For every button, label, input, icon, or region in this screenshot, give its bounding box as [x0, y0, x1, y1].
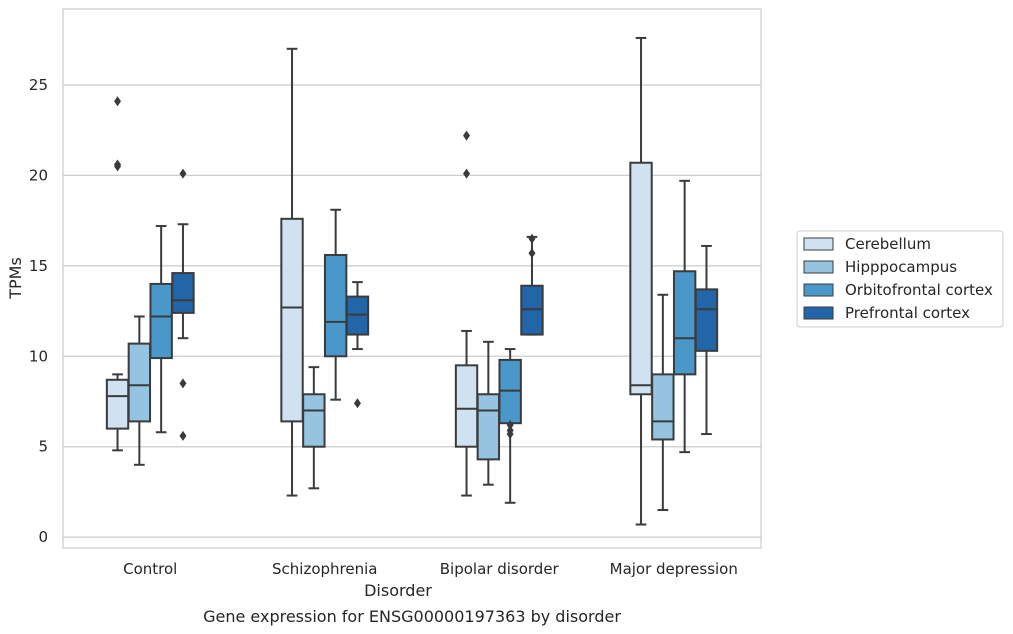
- outlier-marker: [506, 425, 514, 436]
- box-body: [672, 270, 697, 376]
- box-hipppocampus: [302, 366, 326, 490]
- box-body: [127, 342, 152, 423]
- legend-frame: [796, 230, 1004, 328]
- x-tick-label: Control: [123, 560, 177, 578]
- box-orbitofrontal-cortex: [323, 208, 348, 401]
- box-groups: [105, 36, 719, 526]
- y-axis-label: TPMs: [6, 257, 25, 300]
- legend: Cerebellum Hipppocampus Orbitofrontal cort…: [796, 230, 1004, 328]
- box-body: [476, 393, 501, 461]
- legend-entry: Cerebellum: [845, 235, 931, 253]
- plot-frame: [62, 8, 762, 549]
- outlier-marker: [463, 130, 471, 141]
- grid-lines: [63, 84, 761, 538]
- box-prefrontal-cortex: [345, 281, 370, 409]
- box-body: [149, 282, 173, 360]
- x-tick-labels: Control Schizophrenia Bipolar disorder Majo…: [123, 560, 738, 578]
- box-orbitofrontal-cortex: [498, 348, 522, 504]
- box-body: [323, 253, 348, 358]
- y-tick-label: 25: [29, 76, 48, 94]
- outlier-marker: [179, 430, 187, 441]
- box-prefrontal-cortex: [520, 233, 544, 336]
- outlier-marker: [353, 398, 361, 409]
- legend-swatch: [803, 306, 834, 320]
- x-tick-label: Major depression: [610, 560, 738, 578]
- box-body: [454, 364, 479, 448]
- box-body: [651, 373, 675, 441]
- box-body: [302, 393, 326, 448]
- box-cerebellum: [105, 96, 130, 452]
- y-tick-label: 5: [38, 438, 48, 456]
- box-body: [171, 272, 195, 314]
- x-tick-label: Schizophrenia: [272, 560, 377, 578]
- outlier-marker: [179, 168, 187, 179]
- legend-swatch: [803, 237, 834, 251]
- y-tick-label: 20: [29, 166, 48, 184]
- box-cerebellum: [454, 130, 479, 497]
- outlier-marker: [463, 168, 471, 179]
- box-cerebellum: [280, 47, 304, 497]
- figure-caption: Gene expression for ENSG00000197363 by d…: [203, 607, 621, 626]
- legend-swatch: [803, 283, 834, 297]
- plot-area: [63, 9, 761, 548]
- y-tick-labels: 0 5 10 15 20 25: [29, 76, 48, 546]
- y-tick-label: 0: [38, 528, 48, 546]
- box-cerebellum: [629, 36, 653, 526]
- outlier-marker: [114, 159, 122, 170]
- box-body: [105, 378, 130, 430]
- y-tick-label: 10: [29, 347, 48, 365]
- legend-entry: Orbitofrontal cortex: [845, 281, 993, 299]
- box-hipppocampus: [476, 340, 501, 486]
- y-tick-label: 15: [29, 257, 48, 275]
- legend-entry: Prefrontal cortex: [845, 304, 970, 322]
- box-prefrontal-cortex: [171, 168, 195, 441]
- outlier-marker: [114, 96, 122, 107]
- box-hipppocampus: [127, 315, 152, 466]
- outlier-marker: [528, 233, 536, 244]
- box-hipppocampus: [651, 293, 675, 512]
- box-body: [280, 217, 304, 423]
- x-tick-label: Bipolar disorder: [440, 560, 560, 578]
- outlier-marker: [179, 378, 187, 389]
- box-body: [629, 161, 653, 396]
- outlier-marker: [506, 420, 514, 431]
- x-axis-label: Disorder: [364, 581, 432, 600]
- box-orbitofrontal-cortex: [149, 225, 173, 434]
- legend-swatch: [803, 260, 834, 274]
- box-prefrontal-cortex: [694, 244, 719, 436]
- outlier-marker: [528, 248, 536, 259]
- legend-entry: Hipppocampus: [845, 258, 957, 276]
- box-body: [694, 288, 719, 352]
